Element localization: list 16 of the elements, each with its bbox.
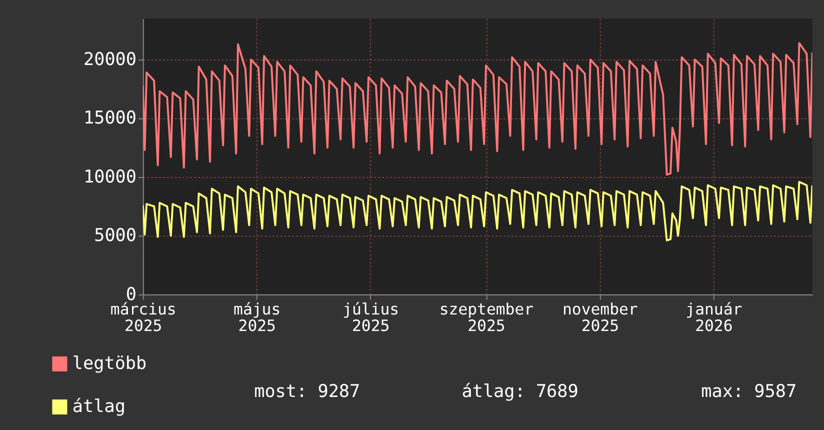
legend-label: átlag	[72, 396, 126, 417]
line-series	[142, 180, 812, 242]
text: most: 9287	[254, 382, 360, 402]
x-tick-label: január 2026	[686, 299, 742, 336]
line-series	[142, 42, 812, 176]
legend-label: legtöbb	[72, 354, 147, 374]
x-tick-label: szeptember 2025	[439, 299, 534, 336]
text: átlag: 7689	[462, 382, 578, 402]
x-tick-label: július 2025	[342, 299, 400, 336]
y-tick-label: 15000	[84, 108, 137, 129]
x-tick-label: május 2025	[234, 299, 281, 336]
y-tick-label: 20000	[84, 50, 137, 70]
text: max: 9587	[701, 382, 797, 402]
x-tick-label: november 2025	[562, 299, 638, 336]
y-tick-label: 5000	[94, 226, 137, 246]
y-tick-label: 10000	[84, 167, 137, 188]
